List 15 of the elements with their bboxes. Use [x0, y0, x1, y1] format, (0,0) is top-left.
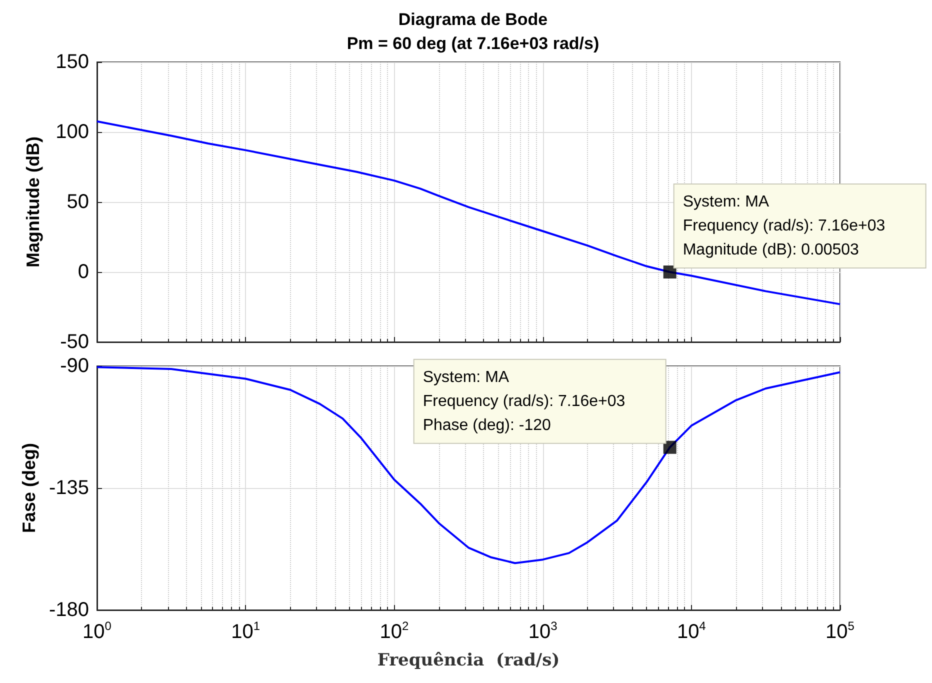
annotation: System: MA Frequency (rad/s): 7.16e+03 Magnitude (dB): 0.00503: [682, 193, 886, 258]
y-axis-title: Magnitude (dB): [23, 136, 43, 268]
y-tick-label: 150: [56, 51, 89, 73]
y-tick-label: -135: [48, 477, 89, 499]
y-tick-label: 100: [56, 121, 89, 143]
chart-subtitle: Pm = 60 deg (at 7.16e+03 rad/s): [346, 34, 600, 53]
y-axis-title: Fase (deg): [19, 442, 40, 534]
chart-title: Diagrama de Bode: [398, 10, 548, 29]
y-tick-label: -180: [48, 599, 89, 621]
x-axis-title: Frequência (rad/s): [377, 650, 560, 670]
y-tick-label: -50: [60, 331, 89, 353]
y-tick-label: 0: [78, 261, 89, 283]
y-tick-label: -90: [60, 355, 89, 377]
annotation: System: MA Frequency (rad/s): 7.16e+03 Phase (deg): -120: [422, 368, 626, 434]
y-tick-label: 50: [66, 191, 89, 213]
